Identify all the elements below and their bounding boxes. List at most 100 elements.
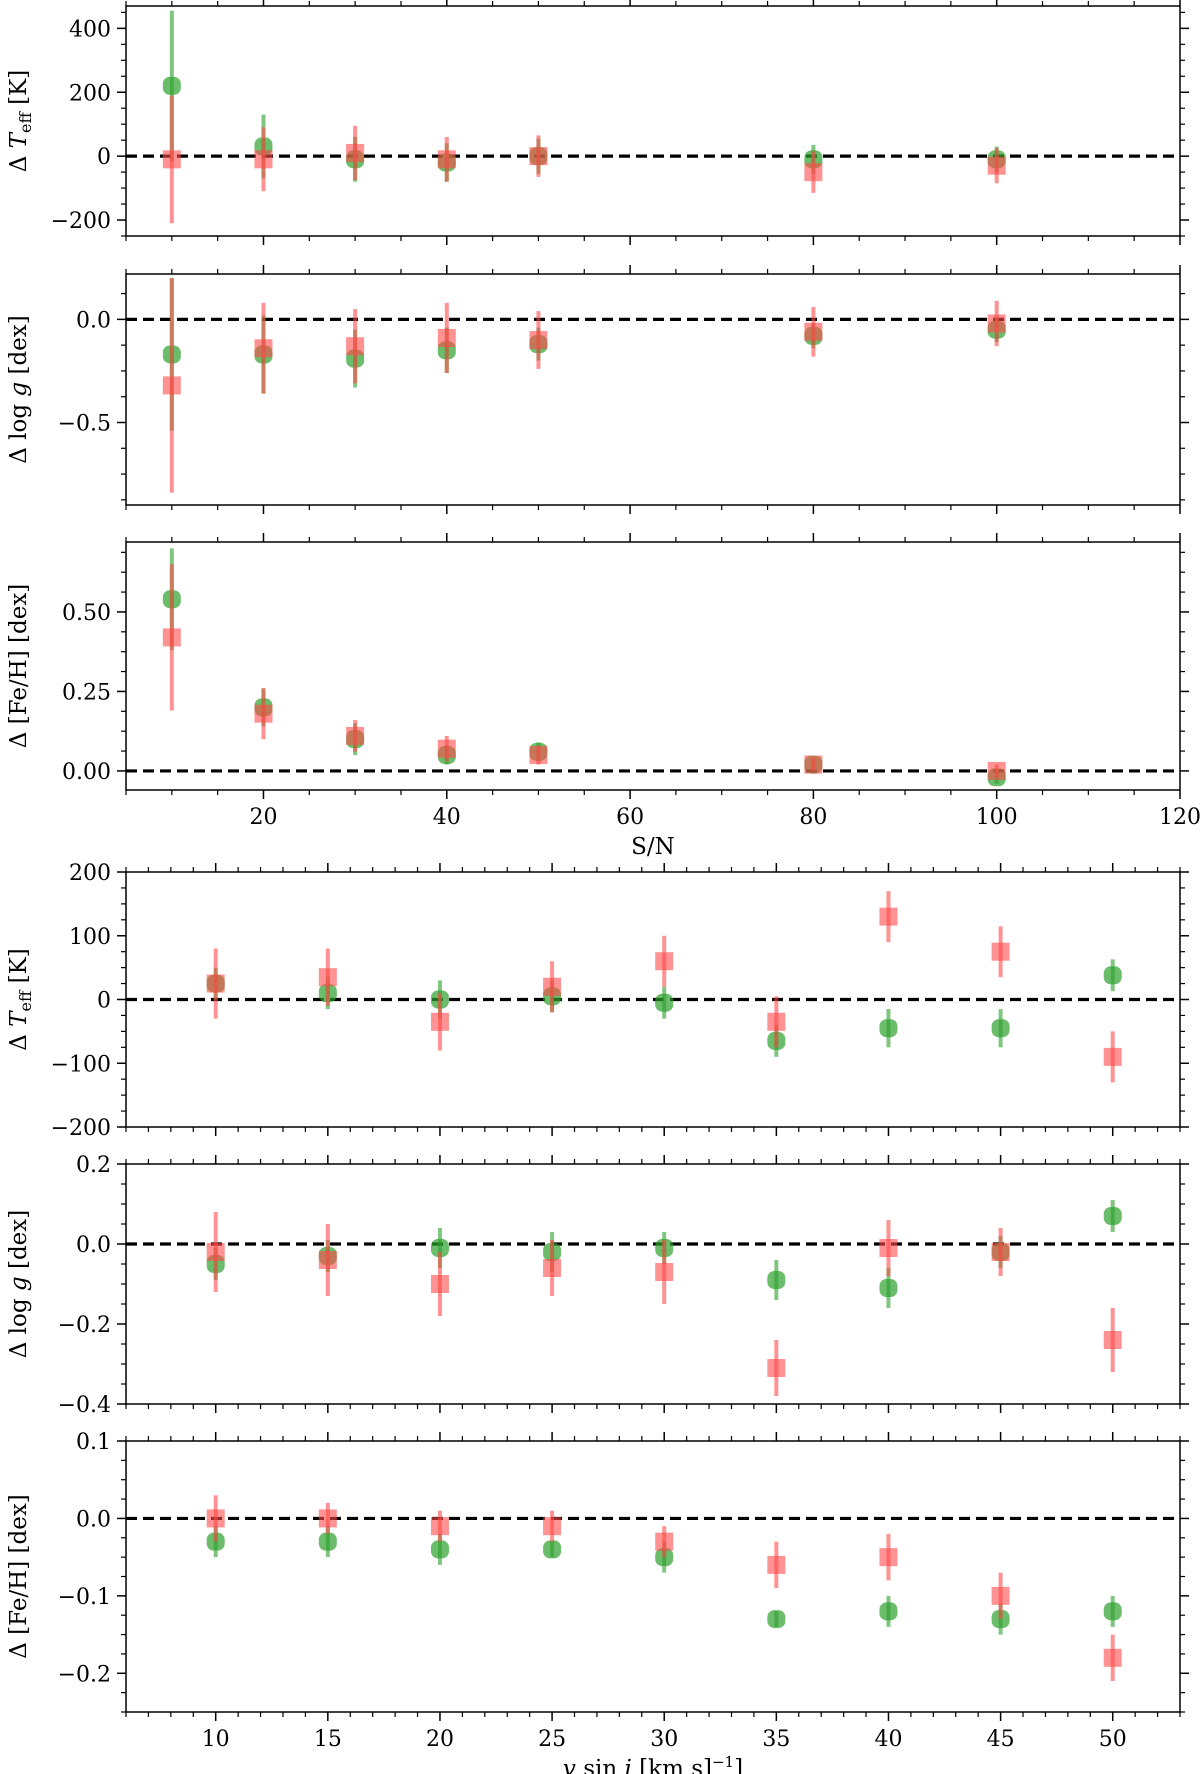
marker-green xyxy=(1103,1207,1122,1225)
marker-red xyxy=(430,1517,449,1536)
marker-red xyxy=(543,1259,562,1277)
axes-frame xyxy=(125,541,1181,791)
marker-red xyxy=(804,163,823,182)
x-tick-label: 50 xyxy=(1099,1727,1127,1752)
y-tick-label: −200 xyxy=(51,209,111,234)
marker-red xyxy=(430,1275,449,1293)
y-axis-label: Δ log g [dex] xyxy=(6,315,32,463)
y-tick-label: −200 xyxy=(51,1116,111,1141)
marker-red xyxy=(254,704,273,723)
y-tick-label: −0.1 xyxy=(58,1585,111,1610)
axes-frame xyxy=(125,273,1181,506)
marker-green xyxy=(1103,1602,1122,1621)
marker-red xyxy=(430,1012,449,1031)
y-tick-label: −0.4 xyxy=(58,1393,111,1418)
label-part: g xyxy=(6,382,32,397)
x-tick-label: 120 xyxy=(1159,805,1200,830)
y-tick-label: 0 xyxy=(97,145,111,170)
y-tick-label: 0.1 xyxy=(76,1430,111,1455)
label-part: Δ [Fe/H] [dex] xyxy=(6,1494,32,1659)
label-part: S/N xyxy=(631,834,675,860)
marker-red xyxy=(991,942,1010,961)
y-tick-label: 0.50 xyxy=(62,601,111,626)
marker-red xyxy=(162,150,181,169)
marker-green xyxy=(767,1271,786,1289)
y-axis-label: Δ Teff [K] xyxy=(6,70,35,173)
x-tick-label: 20 xyxy=(249,805,277,830)
label-part: eff xyxy=(16,989,35,1011)
marker-red xyxy=(987,314,1006,333)
marker-red xyxy=(879,1239,898,1257)
label-part: [km s] xyxy=(632,1756,712,1774)
label-part: Δ log xyxy=(6,1291,32,1358)
marker-red xyxy=(529,331,548,349)
marker-red xyxy=(655,1532,674,1551)
label-part: i xyxy=(625,1756,632,1774)
label-part: −1 xyxy=(712,1753,734,1771)
label-part: eff xyxy=(16,111,35,133)
y-axis-label: Δ [Fe/H] [dex] xyxy=(6,584,32,749)
panel-3: 20 40 60 80 100 120 0.00 0.25 0.50 Δ [Fe/H] [dex]… xyxy=(6,533,1200,860)
marker-red xyxy=(318,1509,337,1528)
panel-4: −200 −100 0 100 200 Δ Teff [K] xyxy=(6,861,1189,1141)
marker-green xyxy=(655,993,674,1012)
marker-red xyxy=(529,746,548,765)
marker-red xyxy=(206,1243,225,1261)
marker-green xyxy=(879,1602,898,1621)
y-axis-label: Δ Teff [K] xyxy=(6,948,35,1051)
panel-6: 10 15 20 25 30 35 40 45 50 −0.2 −0.1 0.0 0.1 Δ [Fe/H]… xyxy=(6,1430,1189,1774)
marker-red xyxy=(346,143,365,162)
x-tick-label: 40 xyxy=(874,1727,902,1752)
marker-red xyxy=(162,628,181,647)
y-tick-label: 0.0 xyxy=(76,1233,111,1258)
y-axis-label: Δ log g [dex] xyxy=(6,1210,32,1358)
label-part: [dex] xyxy=(6,315,32,382)
y-tick-label: 0.2 xyxy=(76,1153,111,1178)
label-part: T xyxy=(6,131,32,148)
y-tick-label: 0.00 xyxy=(62,760,111,785)
x-tick-label: 20 xyxy=(426,1727,454,1752)
y-tick-label: 200 xyxy=(69,81,111,106)
y-tick-label: −0.2 xyxy=(58,1662,111,1687)
marker-red xyxy=(437,150,456,169)
label-part: Δ xyxy=(6,1027,32,1051)
marker-red xyxy=(879,907,898,926)
panel-1: −200 0 200 400 Δ Teff [K] xyxy=(6,0,1189,245)
y-tick-label: 200 xyxy=(69,861,111,886)
marker-red xyxy=(543,977,562,996)
marker-red xyxy=(206,1509,225,1528)
marker-red xyxy=(318,968,337,987)
panel-2: −0.5 0.0 Δ log g [dex] xyxy=(6,265,1189,514)
marker-red xyxy=(655,1263,674,1281)
marker-red xyxy=(987,156,1006,175)
marker-green xyxy=(767,1610,786,1629)
marker-red xyxy=(767,1555,786,1574)
y-tick-label: 400 xyxy=(69,17,111,42)
marker-green xyxy=(430,1239,449,1257)
marker-red xyxy=(346,726,365,745)
x-axis-label: v sin i [km s]−1] xyxy=(563,1753,743,1774)
panel-5: −0.4 −0.2 0.0 0.2 Δ log g [dex] xyxy=(6,1153,1189,1418)
label-part: Δ xyxy=(6,148,32,172)
y-tick-label: −100 xyxy=(51,1052,111,1077)
marker-red xyxy=(437,328,456,347)
x-tick-label: 30 xyxy=(650,1727,678,1752)
marker-red xyxy=(254,339,273,358)
marker-red xyxy=(987,761,1006,780)
marker-red xyxy=(543,1517,562,1536)
marker-red xyxy=(767,1359,786,1377)
marker-red xyxy=(346,337,365,356)
marker-red xyxy=(655,952,674,971)
marker-red xyxy=(1103,1047,1122,1066)
x-tick-label: 10 xyxy=(202,1727,230,1752)
y-tick-label: 0 xyxy=(97,989,111,1014)
marker-red xyxy=(991,1243,1010,1261)
marker-red xyxy=(804,755,823,774)
marker-red xyxy=(879,1548,898,1567)
label-part: [K] xyxy=(6,70,32,112)
y-tick-label: 100 xyxy=(69,925,111,950)
marker-green xyxy=(991,1019,1010,1038)
y-tick-label: −0.5 xyxy=(58,412,111,437)
x-tick-label: 15 xyxy=(314,1727,342,1752)
